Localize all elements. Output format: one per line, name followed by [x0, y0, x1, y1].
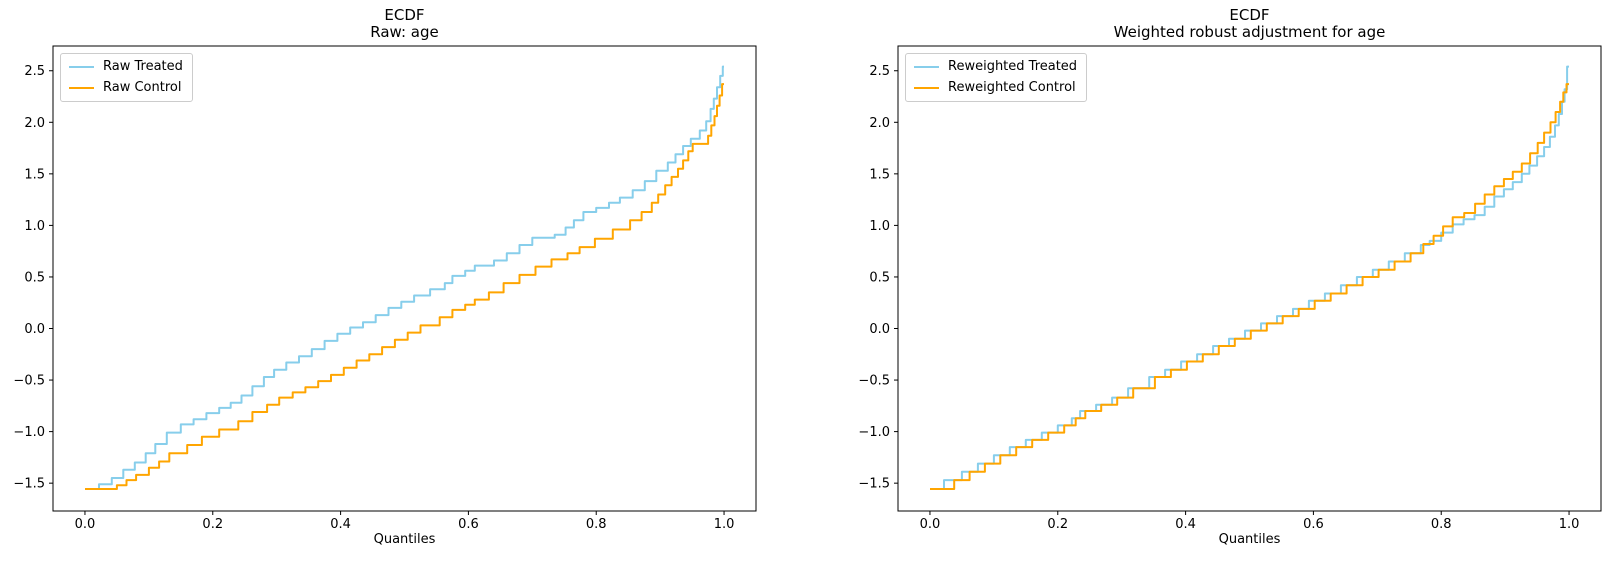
left-chart-title-line1: ECDF — [384, 6, 425, 24]
reweighted-control-curve — [930, 83, 1569, 490]
y-tick-label: 2.0 — [24, 116, 45, 131]
y-tick-label: 0.0 — [869, 322, 890, 337]
x-tick-label: 0.0 — [75, 517, 96, 532]
left-xaxis-label: Quantiles — [373, 532, 436, 547]
reweighted-treated-curve — [930, 65, 1569, 490]
x-tick-label: 0.6 — [458, 517, 479, 532]
y-tick-label: 0.5 — [24, 270, 45, 285]
axes-frame — [897, 45, 1602, 512]
y-tick-label: −1.0 — [13, 425, 45, 440]
raw-treated-line-swatch — [69, 66, 94, 68]
reweighted-control-line-swatch — [914, 87, 939, 89]
right-legend: Reweighted Treated Reweighted Control — [905, 53, 1088, 102]
right-chart-title-line2: Weighted robust adjustment for age — [1113, 23, 1386, 41]
right-xaxis-label: Quantiles — [1218, 532, 1281, 547]
legend-entry-reweighted-control: Reweighted Control — [914, 80, 1077, 96]
x-tick-label: 0.4 — [330, 517, 351, 532]
y-tick-label: 2.0 — [869, 116, 890, 131]
y-tick-label: 1.5 — [24, 167, 45, 182]
reweighted-control-label: Reweighted Control — [948, 80, 1076, 95]
x-tick-label: 0.6 — [1303, 517, 1324, 532]
legend-entry-raw-treated: Raw Treated — [69, 59, 183, 75]
reweighted-treated-line-swatch — [914, 66, 939, 68]
left-chart-title: ECDF Raw: age — [53, 7, 756, 41]
x-tick-label: 0.8 — [586, 517, 607, 532]
y-tick-label: −0.5 — [858, 374, 890, 389]
raw-treated-label: Raw Treated — [103, 59, 183, 74]
legend-entry-reweighted-treated: Reweighted Treated — [914, 59, 1077, 75]
x-tick-label: 0.8 — [1431, 517, 1452, 532]
y-tick-label: 1.0 — [869, 219, 890, 234]
left-chart-title-line2: Raw: age — [370, 23, 439, 41]
y-tick-label: 2.5 — [24, 64, 45, 79]
x-tick-label: 1.0 — [714, 517, 735, 532]
y-tick-label: −1.0 — [858, 425, 890, 440]
y-tick-label: −0.5 — [13, 374, 45, 389]
y-tick-label: 1.5 — [869, 167, 890, 182]
x-tick-label: 0.2 — [1047, 517, 1068, 532]
axes-frame — [52, 45, 757, 512]
y-tick-label: 0.0 — [24, 322, 45, 337]
y-tick-label: 0.5 — [869, 270, 890, 285]
right-chart-title: ECDF Weighted robust adjustment for age — [898, 7, 1601, 41]
raw-control-curve — [85, 83, 724, 490]
x-tick-label: 0.2 — [202, 517, 223, 532]
y-tick-label: −1.5 — [13, 477, 45, 492]
y-tick-label: 1.0 — [24, 219, 45, 234]
raw-control-label: Raw Control — [103, 80, 182, 95]
right-chart-title-line1: ECDF — [1229, 6, 1270, 24]
y-tick-label: 2.5 — [869, 64, 890, 79]
x-tick-label: 1.0 — [1559, 517, 1580, 532]
raw-control-line-swatch — [69, 87, 94, 89]
x-tick-label: 0.0 — [920, 517, 941, 532]
y-tick-label: −1.5 — [858, 477, 890, 492]
reweighted-treated-label: Reweighted Treated — [948, 59, 1078, 74]
left-legend: Raw Treated Raw Control — [60, 53, 193, 102]
x-tick-label: 0.4 — [1175, 517, 1196, 532]
raw-treated-curve — [85, 65, 724, 490]
legend-entry-raw-control: Raw Control — [69, 80, 183, 96]
